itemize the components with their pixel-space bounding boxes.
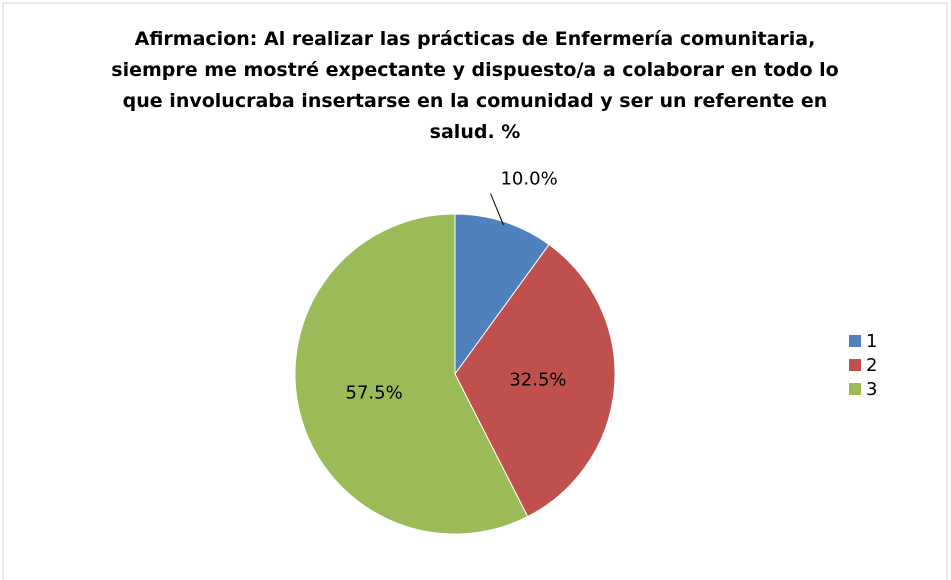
data-label: 10.0% — [500, 169, 557, 190]
legend-swatch — [849, 359, 861, 371]
data-label: 57.5% — [346, 382, 403, 403]
data-label: 32.5% — [509, 370, 566, 391]
chart-title: Afirmacion: Al realizar las prácticas de… — [111, 28, 839, 143]
legend-swatch — [849, 335, 861, 347]
legend-label: 3 — [866, 379, 877, 400]
legend-swatch — [849, 383, 861, 395]
pie-slice — [454, 213, 550, 376]
leader-line — [490, 193, 504, 226]
legend-label: 2 — [866, 355, 877, 376]
pie-slice — [294, 213, 529, 535]
pie-slice — [454, 243, 616, 518]
legend-label: 1 — [866, 331, 877, 352]
